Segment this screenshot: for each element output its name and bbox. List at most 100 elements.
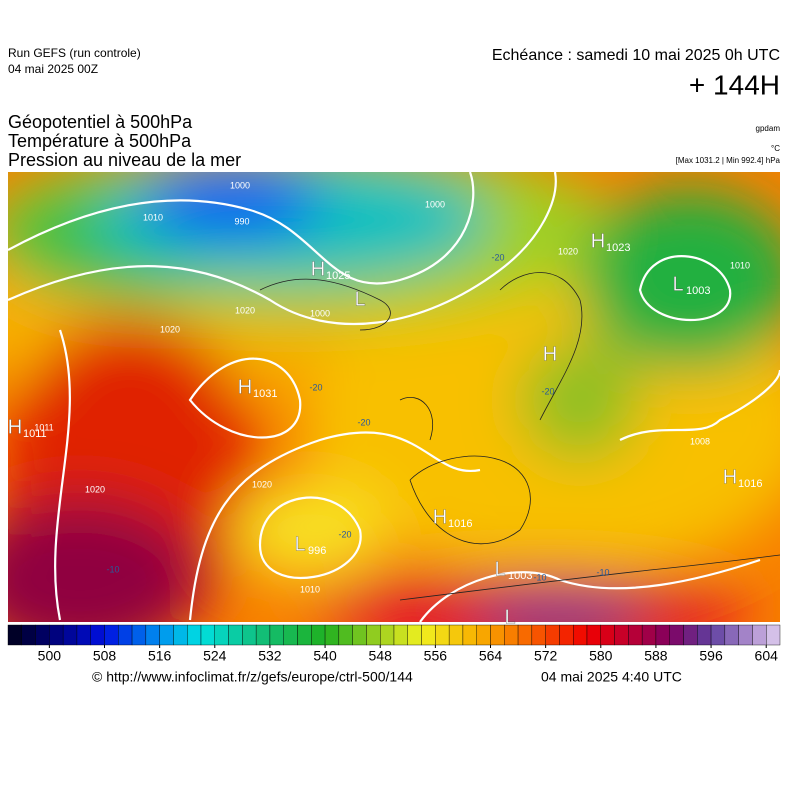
isobar-label: 1020 bbox=[252, 479, 272, 489]
colorbar-swatch bbox=[7, 624, 22, 646]
title: Géopotentiel à 500hPa bbox=[8, 112, 193, 132]
colorbar-swatch bbox=[228, 624, 243, 646]
isobar-label: 1020 bbox=[558, 246, 578, 256]
colorbar-swatch bbox=[724, 624, 739, 646]
isobar-label: 1020 bbox=[85, 484, 105, 494]
colorbar-tick-label: 580 bbox=[589, 648, 613, 664]
center-letter: L bbox=[672, 273, 683, 295]
colorbar-swatch bbox=[62, 624, 78, 646]
temperature-label: -20 bbox=[541, 386, 554, 396]
colorbar-swatch bbox=[187, 624, 202, 646]
isobar-label: 1010 bbox=[143, 212, 163, 222]
center-value: 1016 bbox=[738, 478, 762, 490]
colorbar-tick-label: 564 bbox=[479, 648, 503, 664]
colorbar-swatch bbox=[49, 624, 64, 646]
colorbar-swatch bbox=[490, 624, 505, 646]
temperature-label: -20 bbox=[309, 382, 322, 392]
colorbar-swatch bbox=[269, 624, 284, 646]
coastlines bbox=[259, 272, 780, 601]
colorbar-swatch bbox=[655, 624, 670, 646]
colorbar-tick-label: 508 bbox=[93, 648, 117, 664]
colorbar-swatch bbox=[352, 624, 367, 646]
colorbar-tick-label: 532 bbox=[258, 648, 282, 664]
colorbar-swatch bbox=[145, 624, 160, 646]
unit-label: °C bbox=[771, 144, 780, 153]
run-date: 04 mai 2025 00Z bbox=[8, 62, 98, 76]
colorbar-swatch bbox=[752, 624, 767, 646]
isobar-label: 1010 bbox=[300, 584, 320, 594]
colorbar-tick-label: 556 bbox=[424, 648, 448, 664]
colorbar-tick-label: 604 bbox=[755, 648, 779, 664]
colorbar-swatch bbox=[338, 624, 353, 646]
center-value: 1011 bbox=[23, 428, 47, 440]
colorbar-swatch bbox=[297, 624, 312, 646]
isobar-label: 990 bbox=[234, 216, 249, 226]
center-letter: H bbox=[543, 343, 557, 365]
legend: 500 508 516 524 532 540 548 556 564 572 580 588 596 6… bbox=[7, 624, 781, 664]
colorbar-swatch bbox=[366, 624, 381, 646]
colorbar-tick-label: 524 bbox=[203, 648, 227, 664]
colorbar-swatch bbox=[435, 624, 450, 646]
colorbar-swatch bbox=[131, 624, 147, 646]
colorbar-swatch bbox=[76, 624, 91, 646]
colorbar-swatch bbox=[586, 624, 601, 646]
colorbar-swatch bbox=[614, 624, 629, 646]
colorbar-swatch bbox=[242, 624, 257, 646]
colorbar-swatch bbox=[559, 624, 574, 646]
center-letter: H bbox=[723, 466, 737, 488]
center-value: 1023 bbox=[606, 242, 630, 254]
colorbar-swatch bbox=[448, 624, 464, 646]
center-letter: L bbox=[504, 606, 515, 628]
isobar-label: 1020 bbox=[235, 305, 255, 315]
center-letter: H bbox=[311, 258, 325, 280]
colorbar-tick-label: 596 bbox=[699, 648, 723, 664]
colorbar-swatch bbox=[324, 624, 340, 646]
center-value: 1003 bbox=[686, 285, 710, 297]
colorbar-swatch bbox=[104, 624, 119, 646]
colorbar-swatch bbox=[283, 624, 298, 646]
isobar-label: 1000 bbox=[425, 199, 445, 209]
unit-label: [Max 1031.2 | Min 992.4] hPa bbox=[676, 156, 781, 165]
colorbar-swatch bbox=[311, 624, 326, 646]
colorbar-tick-label: 572 bbox=[534, 648, 558, 664]
unit-label: gpdam bbox=[756, 124, 781, 133]
center-letter: H bbox=[591, 230, 605, 252]
temperature-label: -10 bbox=[533, 572, 546, 582]
colorbar-swatch bbox=[393, 624, 408, 646]
center-value: 1016 bbox=[448, 518, 472, 530]
colorbar-swatch bbox=[710, 624, 726, 646]
colorbar-swatch bbox=[462, 624, 477, 646]
colorbar-swatch bbox=[159, 624, 174, 646]
footer-time: 04 mai 2025 4:40 UTC bbox=[541, 669, 682, 685]
isobar-label: 1010 bbox=[730, 260, 750, 270]
center-letter: L bbox=[354, 288, 365, 310]
temperature-label: -10 bbox=[596, 567, 609, 577]
colorbar-swatch bbox=[738, 624, 753, 646]
temperature-label: -20 bbox=[357, 417, 370, 427]
center-letter: L bbox=[294, 533, 305, 555]
colorbar-swatch bbox=[573, 624, 588, 646]
colorbar-swatch bbox=[35, 624, 50, 646]
isobar-label: 1008 bbox=[690, 436, 710, 446]
isobar-label: 1000 bbox=[310, 308, 330, 318]
colorbar-tick-label: 548 bbox=[369, 648, 393, 664]
colorbar-swatch bbox=[173, 624, 188, 646]
title: Température à 500hPa bbox=[8, 131, 192, 151]
colorbar-swatch bbox=[214, 624, 229, 646]
colorbar-swatch bbox=[476, 624, 491, 646]
colorbar-swatch bbox=[683, 624, 698, 646]
isobar-label: 1000 bbox=[230, 180, 250, 190]
footer-source: © http://www.infoclimat.fr/z/gefs/europe… bbox=[92, 669, 413, 685]
colorbar-swatch bbox=[407, 624, 422, 646]
isobar-label: 1020 bbox=[160, 324, 180, 334]
colorbar-swatch bbox=[118, 624, 133, 646]
colorbar-swatch bbox=[21, 624, 36, 646]
colorbar-swatch bbox=[628, 624, 643, 646]
colorbar-swatch bbox=[600, 624, 615, 646]
center-letter: H bbox=[433, 506, 447, 528]
colorbar-tick-label: 540 bbox=[313, 648, 337, 664]
center-letter: H bbox=[8, 416, 22, 438]
title: Pression au niveau de la mer bbox=[8, 150, 241, 170]
